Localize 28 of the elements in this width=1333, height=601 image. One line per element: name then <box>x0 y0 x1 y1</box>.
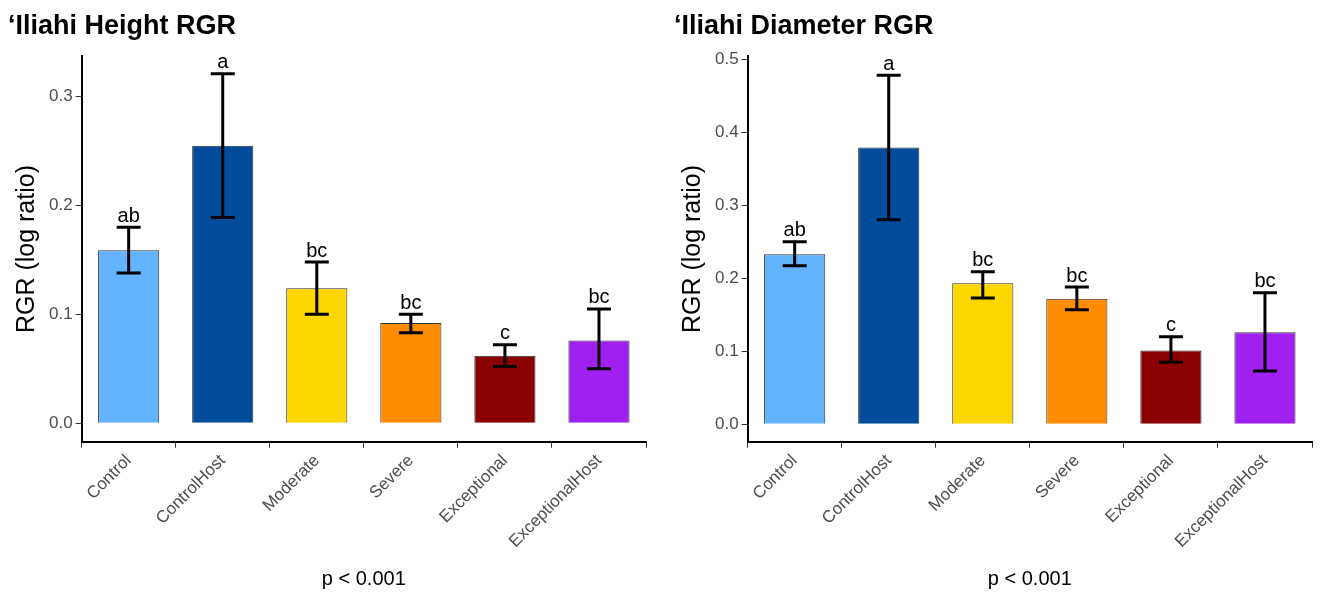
annotation: a <box>883 51 896 74</box>
y-tick-label: 0.1 <box>714 340 739 360</box>
y-tick-label: 0.4 <box>714 121 739 141</box>
annotation: bc <box>1254 269 1276 292</box>
y-axis-title: RGR (log ratio) <box>10 165 39 334</box>
y-tick-label: 0.1 <box>48 304 73 324</box>
y-tick-label: 0.0 <box>714 413 739 433</box>
x-axis-title: p < 0.001 <box>321 566 406 589</box>
chart-title: ‘Iliahi Height RGR <box>8 9 237 40</box>
y-tick-label: 0.0 <box>48 412 73 432</box>
annotation: bc <box>1066 263 1088 286</box>
annotation: ab <box>783 218 806 241</box>
chart-title: ‘Iliahi Diameter RGR <box>674 9 934 40</box>
annotation: bc <box>588 285 610 308</box>
y-tick-label: 0.2 <box>714 267 739 287</box>
annotation: ab <box>117 203 140 226</box>
annotation: c <box>1165 313 1176 336</box>
x-axis-title: p < 0.001 <box>987 566 1072 589</box>
y-tick-label: 0.3 <box>714 194 739 214</box>
annotation: bc <box>400 290 422 313</box>
annotation: bc <box>306 238 328 261</box>
y-axis-title: RGR (log ratio) <box>676 165 705 334</box>
y-tick-label: 0.2 <box>48 195 73 215</box>
y-tick-label: 0.5 <box>714 49 739 69</box>
annotation: c <box>499 321 510 344</box>
annotation: bc <box>972 248 994 271</box>
annotation: a <box>217 50 230 73</box>
y-tick-label: 0.3 <box>48 86 73 106</box>
